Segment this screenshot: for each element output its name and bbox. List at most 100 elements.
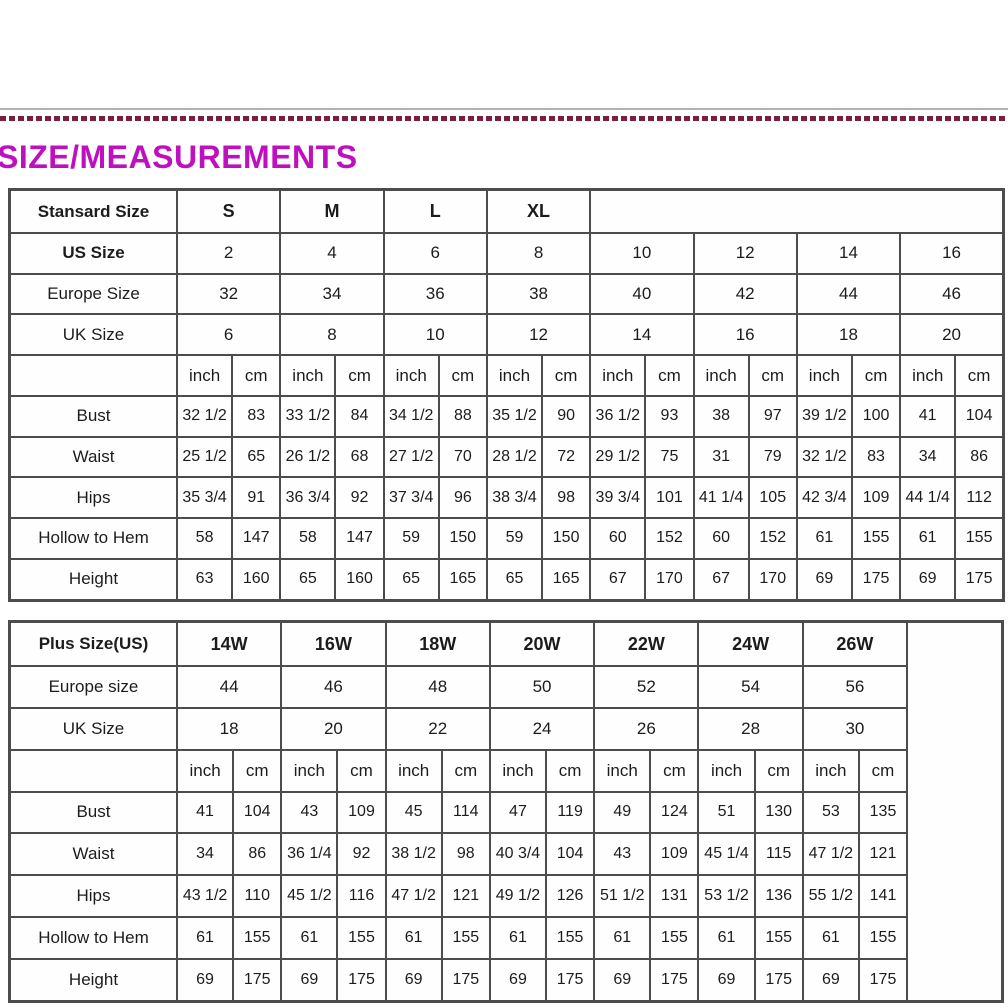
unit-header-cell: inch xyxy=(485,354,544,397)
measure-value-cell: 69 xyxy=(801,957,860,1003)
measure-value-cell: 86 xyxy=(232,832,283,877)
size-value-cell: 36 xyxy=(382,272,488,316)
measure-value-cell: 61 xyxy=(280,915,339,960)
measure-value-cell: 91 xyxy=(231,476,282,520)
measure-value-cell: 175 xyxy=(336,957,387,1003)
size-value-cell: 32 xyxy=(175,272,282,316)
size-value-cell: 48 xyxy=(384,665,491,709)
size-value-cell: 14 xyxy=(795,232,902,275)
row-label: Hollow to Hem xyxy=(8,915,178,960)
measure-value-cell: 121 xyxy=(857,832,909,877)
size-group-header: 20W xyxy=(488,620,596,668)
unit-header-cell: cm xyxy=(649,748,700,793)
measure-value-cell: 147 xyxy=(231,517,282,560)
measure-value-cell: 37 3/4 xyxy=(382,476,440,520)
measure-value-cell: 175 xyxy=(857,957,909,1003)
measure-value-cell: 72 xyxy=(541,435,592,479)
unit-header-cell: cm xyxy=(857,748,909,793)
measure-value-cell: 141 xyxy=(857,874,909,918)
measure-value-cell: 104 xyxy=(232,790,283,835)
measure-value-cell: 67 xyxy=(692,557,750,602)
size-value-cell: 16 xyxy=(899,232,1005,275)
size-value-cell: 42 xyxy=(692,272,798,316)
measure-value-cell: 34 xyxy=(899,435,957,479)
measure-value-cell: 75 xyxy=(644,435,695,479)
measure-value-cell: 61 xyxy=(175,915,235,960)
unit-header-cell: cm xyxy=(232,748,283,793)
row-label: UK Size xyxy=(8,313,178,357)
measure-value-cell: 83 xyxy=(850,435,902,479)
measure-value-cell: 170 xyxy=(644,557,695,602)
unit-header-cell: inch xyxy=(795,354,853,397)
measure-value-cell: 69 xyxy=(593,957,652,1003)
measure-value-cell: 49 xyxy=(593,790,652,835)
size-group-header: S xyxy=(175,188,282,234)
measure-value-cell: 147 xyxy=(334,517,385,560)
size-value-cell: 40 xyxy=(589,272,695,316)
unit-header-cell: cm xyxy=(336,748,387,793)
unit-header-cell: inch xyxy=(175,748,235,793)
size-value-cell: 46 xyxy=(280,665,387,709)
size-value-cell: 14 xyxy=(589,313,695,357)
measure-value-cell: 61 xyxy=(384,915,443,960)
measure-value-cell: 27 1/2 xyxy=(382,435,440,479)
measure-value-cell: 155 xyxy=(753,915,804,960)
size-group-header: XL xyxy=(485,188,592,234)
measure-value-cell: 53 xyxy=(801,790,860,835)
unit-header-cell: inch xyxy=(382,354,440,397)
unit-header-cell: inch xyxy=(801,748,860,793)
unit-header-cell: cm xyxy=(437,354,488,397)
measure-value-cell: 165 xyxy=(541,557,592,602)
size-value-cell: 26 xyxy=(593,706,700,751)
unit-header-cell: cm xyxy=(644,354,695,397)
measure-value-cell: 110 xyxy=(232,874,283,918)
measure-value-cell: 47 1/2 xyxy=(801,832,860,877)
measure-value-cell: 47 1/2 xyxy=(384,874,443,918)
measure-value-cell: 63 xyxy=(175,557,234,602)
unit-header-cell: inch xyxy=(899,354,957,397)
size-value-cell: 38 xyxy=(485,272,592,316)
measure-value-cell: 47 xyxy=(488,790,548,835)
measure-value-cell: 29 1/2 xyxy=(589,435,647,479)
unit-header-cell: inch xyxy=(279,354,337,397)
measure-value-cell: 59 xyxy=(485,517,544,560)
unit-header-cell: cm xyxy=(747,354,798,397)
measure-value-cell: 39 1/2 xyxy=(795,394,853,438)
measure-value-cell: 51 xyxy=(697,790,756,835)
measure-value-cell: 175 xyxy=(753,957,804,1003)
measure-value-cell: 51 1/2 xyxy=(593,874,652,918)
size-group-header: M xyxy=(279,188,385,234)
measure-value-cell: 38 1/2 xyxy=(384,832,443,877)
size-value-cell: 20 xyxy=(280,706,387,751)
measure-value-cell: 69 xyxy=(488,957,548,1003)
measure-value-cell: 53 1/2 xyxy=(697,874,756,918)
size-value-cell: 6 xyxy=(382,232,488,275)
measure-value-cell: 79 xyxy=(747,435,798,479)
measure-value-cell: 44 1/4 xyxy=(899,476,957,520)
measure-value-cell: 43 xyxy=(593,832,652,877)
row-label: Europe size xyxy=(8,665,178,709)
size-group-header: 22W xyxy=(593,620,700,668)
measure-value-cell: 88 xyxy=(437,394,488,438)
measure-value-cell: 150 xyxy=(437,517,488,560)
unit-header-cell: inch xyxy=(589,354,647,397)
measure-value-cell: 69 xyxy=(795,557,853,602)
measure-value-cell: 58 xyxy=(279,517,337,560)
measure-value-cell: 130 xyxy=(753,790,804,835)
measure-value-cell: 114 xyxy=(440,790,491,835)
measure-value-cell: 155 xyxy=(232,915,283,960)
size-value-cell: 22 xyxy=(384,706,491,751)
measure-value-cell: 41 1/4 xyxy=(692,476,750,520)
measure-value-cell: 69 xyxy=(175,957,235,1003)
row-label: Height xyxy=(8,557,178,602)
measure-value-cell: 136 xyxy=(753,874,804,918)
plus-size-table: Plus Size(US) 14W 16W 18W 20W 22W 24W 26W Europe… xyxy=(8,620,1004,1003)
size-value-cell: 28 xyxy=(697,706,804,751)
row-label: UK Size xyxy=(8,706,178,751)
measure-value-cell: 69 xyxy=(384,957,443,1003)
unit-header-cell: cm xyxy=(850,354,902,397)
measure-value-cell: 45 xyxy=(384,790,443,835)
size-value-cell: 44 xyxy=(175,665,283,709)
measure-value-cell: 175 xyxy=(440,957,491,1003)
row-label: Hips xyxy=(8,874,178,918)
